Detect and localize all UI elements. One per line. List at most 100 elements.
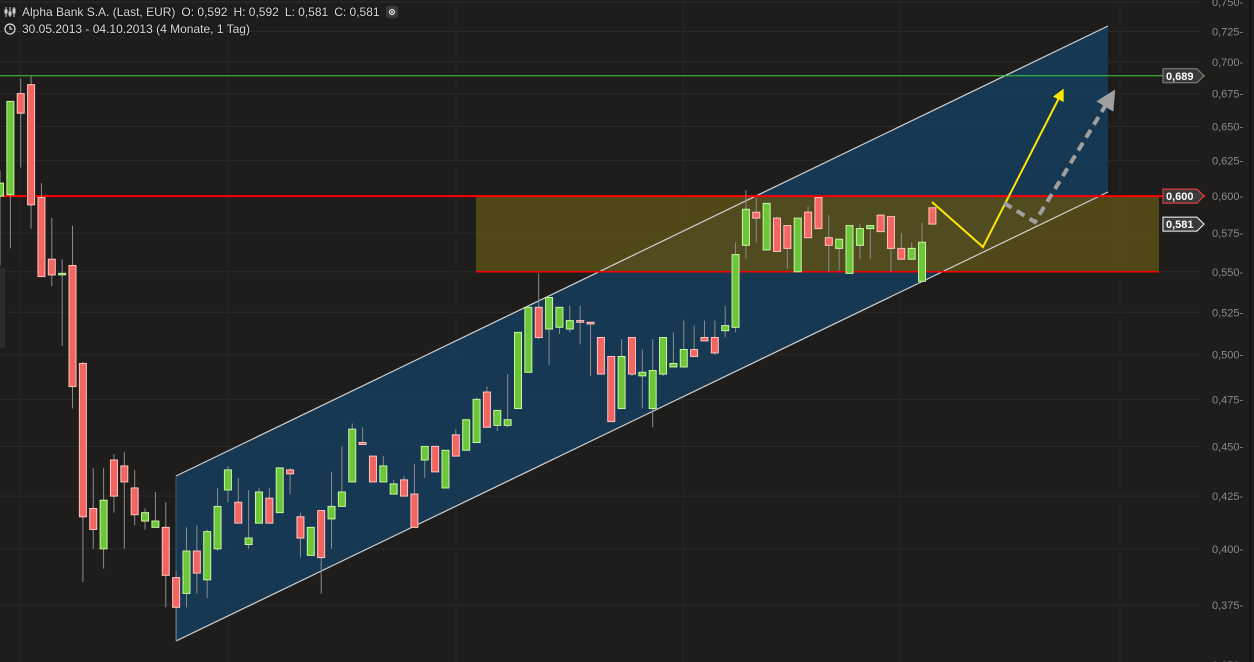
candle-down: [607, 355, 616, 423]
candle-down: [109, 459, 118, 497]
candle-up: [741, 208, 750, 246]
candle-up: [58, 272, 67, 276]
price-axis[interactable]: 0,750- 0,725- 0,700- 0,675- 0,650- 0,625- 0,60…: [1205, 0, 1254, 662]
candle-up: [337, 491, 346, 507]
y-tick-label: 0,700-: [1212, 57, 1244, 69]
candle-down: [690, 349, 699, 357]
candle-down: [928, 207, 937, 225]
y-tick-label: 0,500-: [1212, 350, 1244, 362]
channel-upper-line[interactable]: [175, 25, 1109, 477]
y-tick-label: 0,450-: [1212, 441, 1244, 453]
candle-down: [710, 336, 719, 354]
candle-down: [534, 306, 543, 338]
candle-up: [6, 100, 15, 196]
candle-down: [265, 497, 274, 524]
candle-up: [669, 362, 678, 368]
candle-up: [918, 241, 927, 282]
circle-toggle-icon[interactable]: [385, 6, 398, 18]
candle-down: [451, 434, 460, 457]
y-tick-label: 0,550-: [1212, 267, 1244, 279]
candle-down: [89, 507, 98, 530]
open-value: O: 0,592: [181, 5, 228, 19]
candle-up: [835, 238, 844, 249]
candle-up: [348, 428, 357, 483]
candle-down: [37, 197, 46, 278]
close-value: C: 0,581: [334, 5, 380, 19]
candle-down: [897, 247, 906, 260]
candle-up: [638, 371, 647, 377]
candle-up: [855, 228, 864, 246]
y-tick-label: 0,350-: [1212, 660, 1244, 662]
candle-up: [182, 550, 191, 594]
candle-up: [493, 409, 502, 426]
candle-down: [804, 211, 813, 239]
candle-up: [441, 449, 450, 489]
candle-up: [462, 419, 471, 451]
candle-down: [410, 493, 419, 528]
y-tick-label: 0,600-: [1212, 191, 1244, 203]
low-value: L: 0,581: [284, 5, 329, 19]
date-range-row: 30.05.2013 - 04.10.2013 (4 Monate, 1 Tag…: [4, 22, 250, 36]
candle-up: [545, 296, 554, 330]
candle-up: [99, 499, 108, 550]
candle-down: [296, 516, 305, 539]
candle-up: [845, 225, 854, 274]
y-tick-label: 0,750-: [1212, 0, 1244, 9]
candle-up: [866, 225, 875, 230]
candle-down: [586, 321, 595, 325]
candle-up: [327, 505, 336, 520]
y-tick-label: 0,400-: [1212, 544, 1244, 556]
candle-down: [358, 442, 367, 445]
candle-down: [27, 84, 36, 206]
price-tag-label: 0,600: [1166, 191, 1194, 203]
candle-down: [482, 391, 491, 428]
candle-up: [762, 202, 771, 251]
clock-icon: [4, 23, 16, 35]
candle-down: [814, 197, 823, 230]
candle-down: [576, 320, 585, 323]
channel-lower-line[interactable]: [175, 191, 1109, 642]
candle-up: [503, 419, 512, 426]
candle-down: [596, 336, 605, 375]
candle-up: [203, 531, 212, 581]
candle-down: [400, 479, 409, 497]
trend-channel-fill[interactable]: [176, 26, 1108, 641]
candle-up: [793, 217, 802, 273]
candle-down: [78, 362, 87, 518]
price-tag-label: 0,581: [1166, 219, 1194, 231]
alternative-scenario-arrow[interactable]: [1002, 89, 1116, 225]
y-tick-label: 0,425-: [1212, 491, 1244, 503]
left-panel-handle[interactable]: [0, 268, 5, 348]
candle-down: [876, 214, 885, 233]
candle-up: [379, 465, 388, 483]
candle-up: [255, 491, 263, 524]
candle-down: [234, 501, 243, 524]
candle-up: [721, 325, 730, 332]
candle-up: [389, 483, 398, 495]
trend-arrows[interactable]: [931, 88, 1116, 249]
candles: [0, 75, 937, 641]
candle-down: [752, 211, 761, 219]
y-tick-label: 0,575-: [1212, 228, 1244, 240]
candle-up: [565, 320, 574, 330]
instrument-title: Alpha Bank S.A. (Last, EUR): [22, 5, 176, 19]
primary-scenario-arrow[interactable]: [931, 88, 1064, 249]
price-tag: [1162, 68, 1205, 84]
y-tick-label: 0,525-: [1212, 307, 1244, 319]
chart-settings-icon[interactable]: [4, 6, 16, 18]
candle-down: [130, 487, 139, 516]
candle-up: [524, 306, 533, 373]
high-value: H: 0,592: [233, 5, 279, 19]
candle-down: [431, 445, 440, 473]
candle-down: [886, 216, 895, 249]
candle-down: [47, 258, 56, 276]
candle-down: [68, 264, 77, 388]
candle-up: [141, 512, 150, 522]
candle-up: [306, 526, 315, 556]
price-tag: [1162, 216, 1205, 232]
candle-down: [120, 465, 129, 483]
candle-up: [679, 349, 688, 368]
candle-down: [824, 237, 833, 246]
y-tick-label: 0,675-: [1212, 89, 1244, 101]
